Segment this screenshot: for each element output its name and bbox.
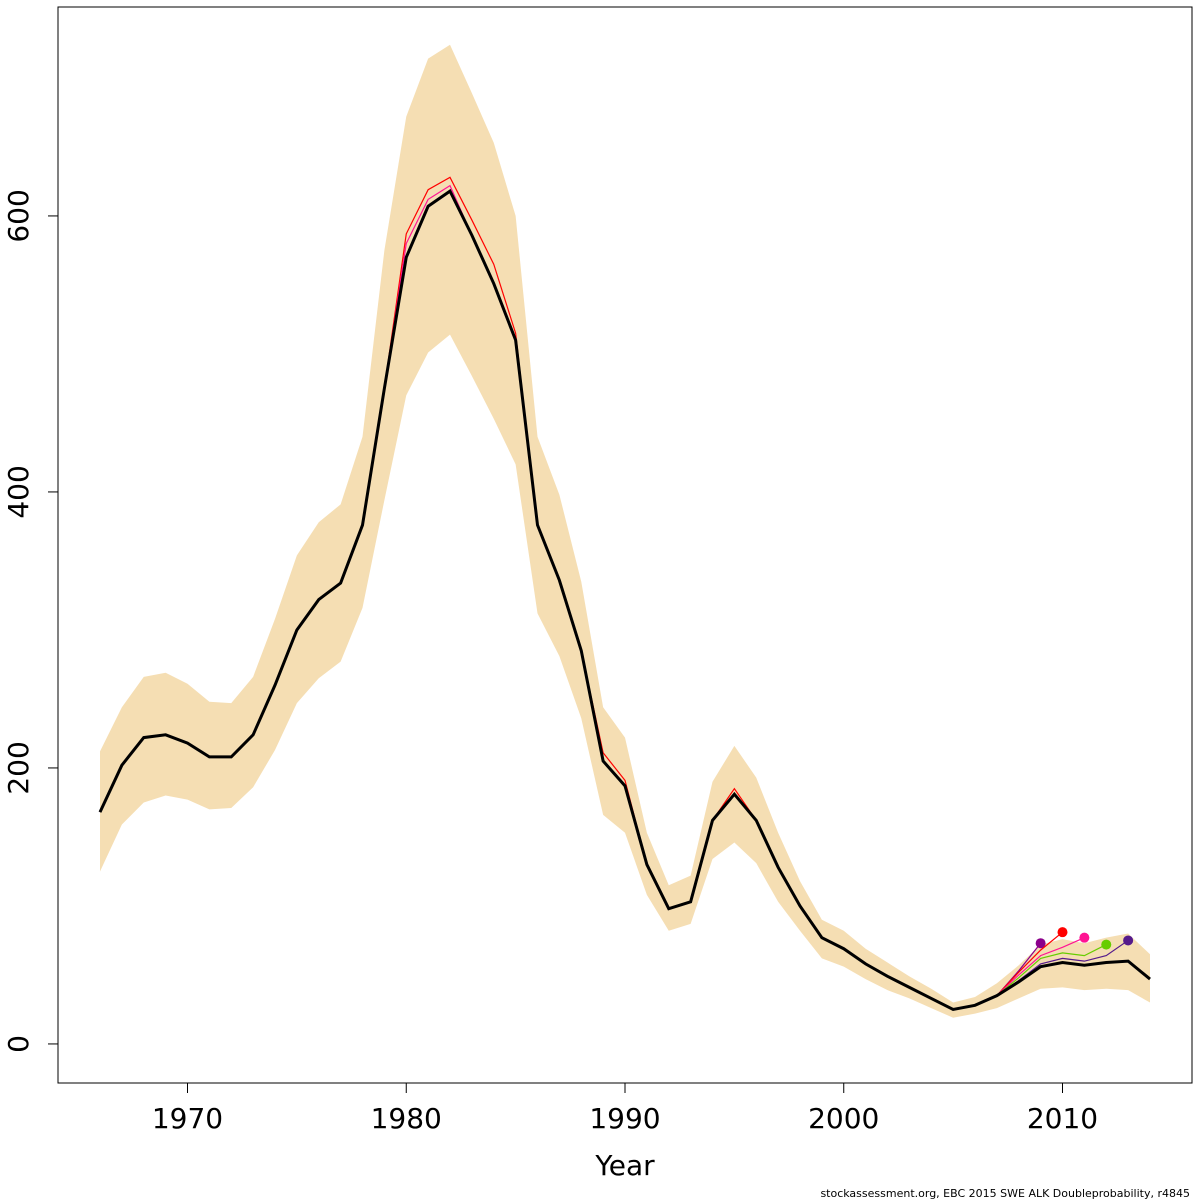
retro-end-point [1079, 932, 1090, 943]
retro-line [99, 184, 1085, 1011]
plot-frame [57, 6, 1193, 1084]
confidence-band [100, 44, 1150, 1018]
y-tick-label: 200 [2, 741, 35, 794]
y-tick-label: 0 [2, 1035, 35, 1053]
retro-line [99, 190, 1107, 1011]
x-tick-label: 2010 [1027, 1102, 1098, 1135]
x-tick-label: 2000 [808, 1102, 879, 1135]
retro-end-point [1101, 939, 1112, 950]
y-tick-label: 600 [2, 189, 35, 242]
retro-end-point [1123, 935, 1134, 946]
x-tick-label: 1980 [371, 1102, 442, 1135]
retro-line [99, 190, 1129, 1011]
retro-end-point [1057, 927, 1068, 938]
x-tick-label: 1990 [589, 1102, 660, 1135]
y-tick-label: 400 [2, 465, 35, 518]
main-line [98, 188, 1151, 1012]
retro-end-point [1035, 938, 1046, 949]
x-tick-label: 1970 [152, 1102, 223, 1135]
x-axis-label: Year [594, 1149, 655, 1182]
footnote: stockassessment.org, EBC 2015 SWE ALK Do… [820, 1187, 1190, 1200]
